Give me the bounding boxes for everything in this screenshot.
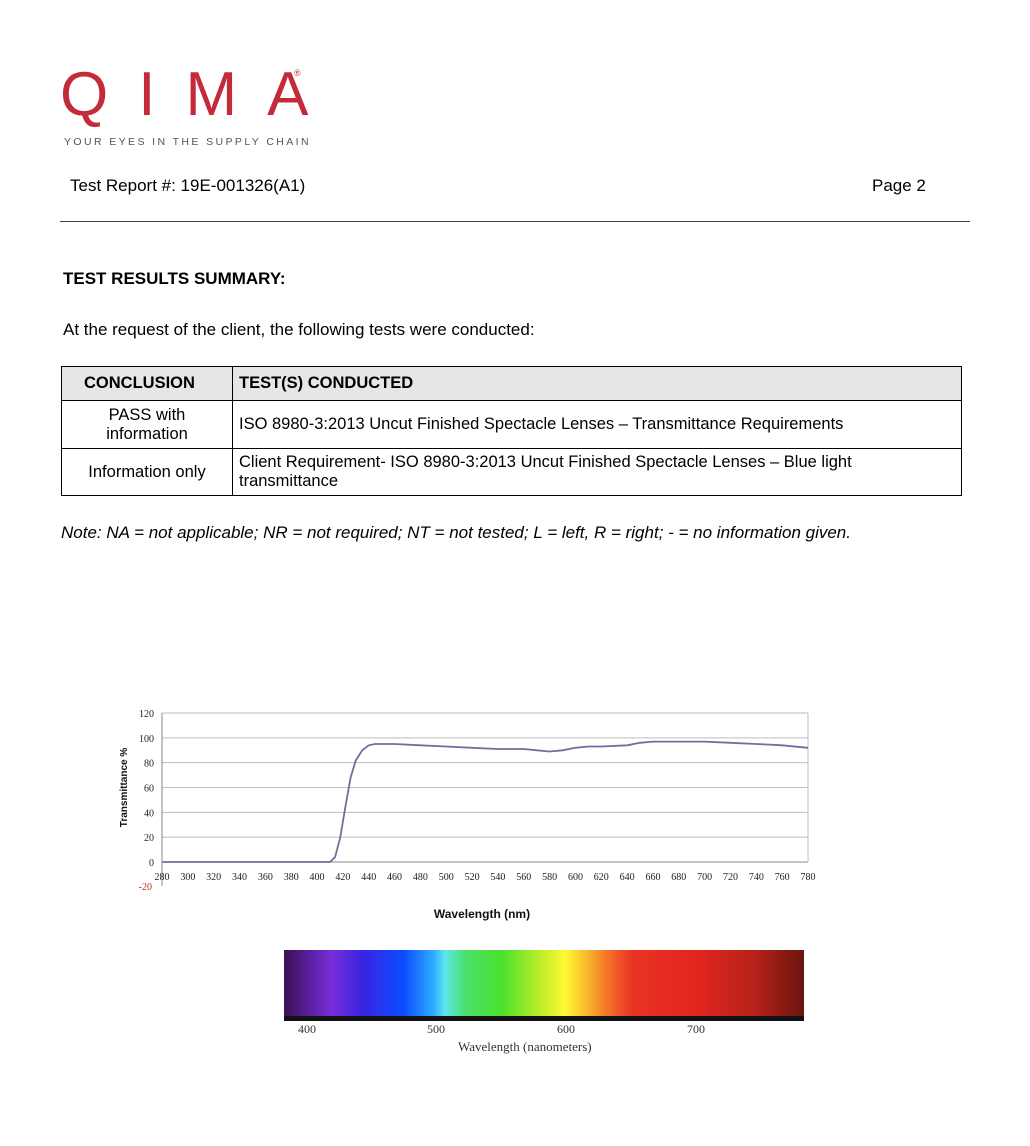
spectrum-tick: 400 xyxy=(298,1022,316,1036)
visible-spectrum-figure: 400 500 600 700 Wavelength (nanometers) xyxy=(284,950,806,1060)
x-axis-title: Wavelength (nm) xyxy=(434,907,530,921)
x-tick-label: 680 xyxy=(671,872,686,883)
y-tick-label: 100 xyxy=(139,734,154,745)
y-tick-label: 20 xyxy=(144,833,154,844)
x-tick-label: 460 xyxy=(387,872,402,883)
y-tick-label: 60 xyxy=(144,784,154,795)
x-tick-label: 700 xyxy=(697,872,712,883)
y-tick-label: 80 xyxy=(144,759,154,770)
x-tick-label: 420 xyxy=(335,872,350,883)
x-tick-label: 580 xyxy=(542,872,557,883)
transmittance-series-line xyxy=(162,740,809,863)
y-tick-label: 0 xyxy=(149,858,154,869)
column-header-tests: TEST(S) CONDUCTED xyxy=(232,366,962,401)
abbreviation-note: Note: NA = not applicable; NR = not requ… xyxy=(61,523,851,542)
y-tick-label: 120 xyxy=(139,709,154,720)
summary-intro: At the request of the client, the follow… xyxy=(63,320,535,339)
x-tick-label: 340 xyxy=(232,872,247,883)
x-tick-label: 400 xyxy=(310,872,325,883)
qima-logo: QIMA ® YOUR EYES IN THE SUPPLY CHAIN xyxy=(60,60,320,160)
logo-tagline: YOUR EYES IN THE SUPPLY CHAIN xyxy=(64,136,311,148)
spectrum-tick: 700 xyxy=(687,1022,705,1036)
test-cell: ISO 8980-3:2013 Uncut Finished Spectacle… xyxy=(232,400,962,449)
page-number: Page 2 xyxy=(872,176,926,195)
x-tick-label: 520 xyxy=(465,872,480,883)
x-tick-label: 600 xyxy=(568,872,583,883)
x-tick-label: 720 xyxy=(723,872,738,883)
summary-title: TEST RESULTS SUMMARY: xyxy=(63,269,286,288)
x-tick-label: 640 xyxy=(620,872,635,883)
x-tick-label: 620 xyxy=(594,872,609,883)
x-tick-label: 500 xyxy=(439,872,454,883)
registered-mark: ® xyxy=(294,68,301,78)
x-tick-label: 360 xyxy=(258,872,273,883)
x-tick-label: 780 xyxy=(801,872,816,883)
x-tick-label: 300 xyxy=(180,872,195,883)
x-tick-label: 740 xyxy=(749,872,764,883)
report-number: Test Report #: 19E-001326(A1) xyxy=(70,176,306,195)
x-tick-label: 760 xyxy=(775,872,790,883)
x-tick-label: 660 xyxy=(645,872,660,883)
y-axis-title: Transmittance % xyxy=(119,748,130,828)
x-tick-label: 380 xyxy=(284,872,299,883)
x-tick-label: 560 xyxy=(516,872,531,883)
test-cell: Client Requirement- ISO 8980-3:2013 Uncu… xyxy=(232,448,962,496)
table-header-row: CONCLUSION TEST(S) CONDUCTED xyxy=(61,366,962,401)
table-row: PASS with information ISO 8980-3:2013 Un… xyxy=(61,400,962,449)
x-tick-label: 540 xyxy=(490,872,505,883)
x-tick-label: 280 xyxy=(155,872,170,883)
x-tick-label: 440 xyxy=(361,872,376,883)
table-row: Information only Client Requirement- ISO… xyxy=(61,448,962,496)
spectrum-axis-label: Wavelength (nanometers) xyxy=(458,1039,592,1054)
conclusion-cell: Information only xyxy=(61,448,233,496)
header-divider xyxy=(60,221,970,222)
x-tick-label: 320 xyxy=(206,872,221,883)
spectrum-bar xyxy=(284,950,804,1018)
x-tick-label: 480 xyxy=(413,872,428,883)
y-tick-label-negative: -20 xyxy=(139,882,152,893)
spectrum-tick: 600 xyxy=(557,1022,575,1036)
column-header-conclusion: CONCLUSION xyxy=(61,366,233,401)
conclusion-cell: PASS with information xyxy=(61,400,233,449)
results-table: CONCLUSION TEST(S) CONDUCTED PASS with i… xyxy=(61,366,962,496)
logo-wordmark: QIMA xyxy=(60,60,339,129)
y-tick-label: 40 xyxy=(144,808,154,819)
spectrum-baseline xyxy=(284,1016,804,1021)
spectrum-tick: 500 xyxy=(427,1022,445,1036)
